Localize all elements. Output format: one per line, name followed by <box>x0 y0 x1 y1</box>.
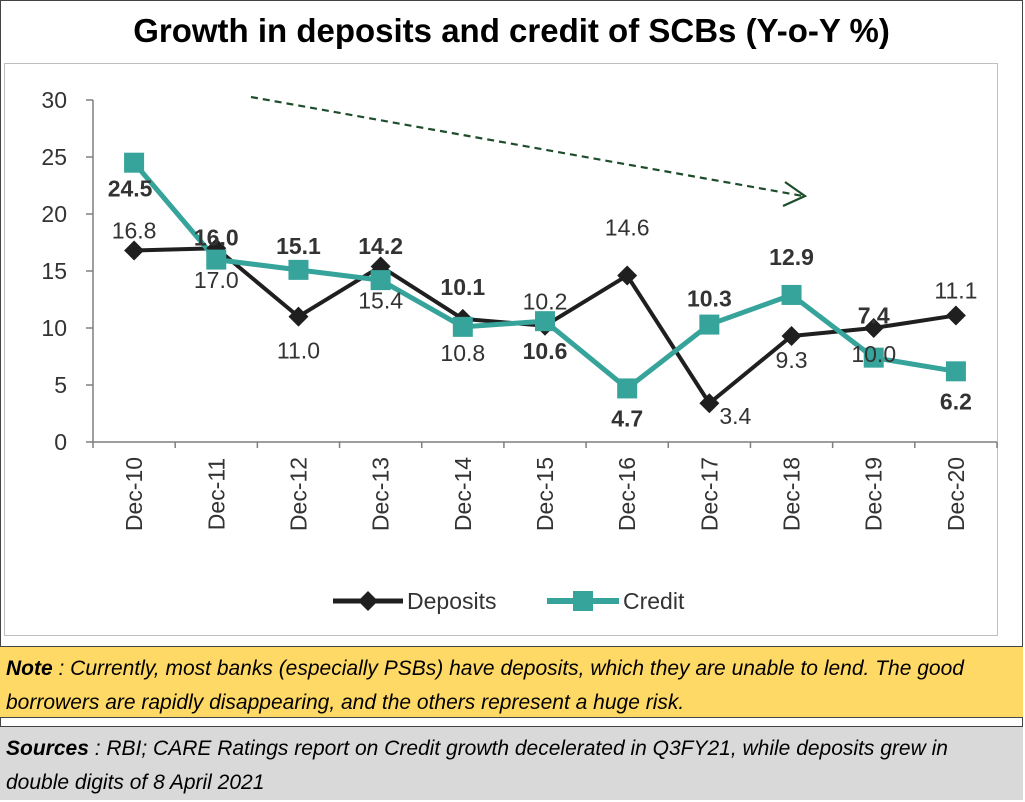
x-tick-label: Dec-19 <box>861 457 887 531</box>
y-tick-label: 15 <box>41 258 67 284</box>
credit-data-label: 7.4 <box>858 303 890 329</box>
credit-data-label: 4.7 <box>611 405 643 431</box>
x-tick-label: Dec-18 <box>779 457 805 531</box>
credit-point <box>288 259 309 280</box>
note-text: : Currently, most banks (especially PSBs… <box>6 657 964 714</box>
deposits-point <box>206 238 227 259</box>
credit-data-label: 6.2 <box>940 388 972 414</box>
deposits-data-label: 17.0 <box>194 267 239 293</box>
deposits-point <box>617 265 638 286</box>
credit-data-label: 16.0 <box>194 225 239 251</box>
deposits-data-label: 15.4 <box>358 287 403 313</box>
deposits-data-label: 16.8 <box>112 217 157 243</box>
credit-data-label: 10.3 <box>687 286 732 312</box>
y-tick-label: 30 <box>41 87 67 113</box>
credit-point <box>206 249 227 270</box>
credit-point <box>781 284 802 305</box>
note-label: Note <box>6 657 53 680</box>
credit-data-label: 15.1 <box>276 233 321 259</box>
deposits-point <box>124 240 145 261</box>
deposits-data-label: 9.3 <box>776 347 808 373</box>
credit-data-label: 12.9 <box>769 244 814 270</box>
note-box: Note : Currently, most banks (especially… <box>0 646 1023 718</box>
line-chart: 0 5 10 15 20 25 30 Dec-10 Dec-11 Dec-12 Dec-13 Dec-… <box>41 87 998 614</box>
credit-point <box>699 314 720 335</box>
credit-point <box>370 270 391 291</box>
deposits-data-label: 10.0 <box>851 341 896 367</box>
legend-credit-label: Credit <box>623 588 685 614</box>
deposits-point <box>699 393 720 414</box>
x-tick-label: Dec-10 <box>121 457 147 531</box>
deposits-point <box>863 318 884 338</box>
credit-point <box>617 378 638 399</box>
credit-point <box>124 152 145 173</box>
sources-text: : RBI; CARE Ratings report on Credit gro… <box>6 737 948 794</box>
sources-label: Sources <box>6 737 89 760</box>
y-tick-label: 0 <box>54 429 67 455</box>
chart-area: 0 5 10 15 20 25 30 Dec-10 Dec-11 Dec-12 Dec-13 Dec-… <box>4 63 998 636</box>
deposits-data-label: 10.2 <box>523 289 568 315</box>
credit-data-label: 10.6 <box>523 338 568 364</box>
deposits-data-label: 11.0 <box>277 338 320 364</box>
y-tick-label: 20 <box>41 201 67 227</box>
credit-data-label: 14.2 <box>358 233 403 259</box>
legend-credit-marker <box>573 591 593 611</box>
x-tick-label: Dec-14 <box>450 457 476 531</box>
credit-data-label: 24.5 <box>108 176 153 202</box>
trend-arrow-head <box>782 181 808 208</box>
deposits-data-label: 3.4 <box>719 403 751 429</box>
y-tick-label: 10 <box>41 315 67 341</box>
chart-title: Growth in deposits and credit of SCBs (Y… <box>133 12 890 49</box>
trend-arrow-line <box>250 95 804 198</box>
credit-point <box>863 347 884 368</box>
y-tick-label: 25 <box>41 144 67 170</box>
credit-point <box>535 311 555 332</box>
sources-box: Sources : RBI; CARE Ratings report on Cr… <box>0 726 1023 800</box>
x-tick-label: Dec-13 <box>368 457 394 531</box>
deposits-data-label: 14.6 <box>605 215 650 241</box>
credit-data-label: 10.1 <box>440 274 485 300</box>
x-tick-label: Dec-20 <box>943 457 969 531</box>
x-tick-label: Dec-16 <box>614 457 640 531</box>
deposits-point <box>288 306 309 327</box>
y-tick-label: 5 <box>54 372 67 398</box>
credit-point <box>452 316 473 337</box>
legend-deposits-label: Deposits <box>407 588 496 614</box>
deposits-data-label: 10.8 <box>440 340 485 366</box>
x-tick-label: Dec-11 <box>203 458 229 530</box>
legend-deposits-marker <box>358 591 378 611</box>
deposits-point <box>945 305 966 326</box>
deposits-data-label: 11.1 <box>934 277 977 303</box>
x-tick-label: Dec-17 <box>696 457 722 531</box>
x-tick-label: Dec-15 <box>532 457 558 531</box>
x-tick-label: Dec-12 <box>285 457 311 531</box>
deposits-point <box>781 325 802 346</box>
credit-point <box>945 361 966 382</box>
